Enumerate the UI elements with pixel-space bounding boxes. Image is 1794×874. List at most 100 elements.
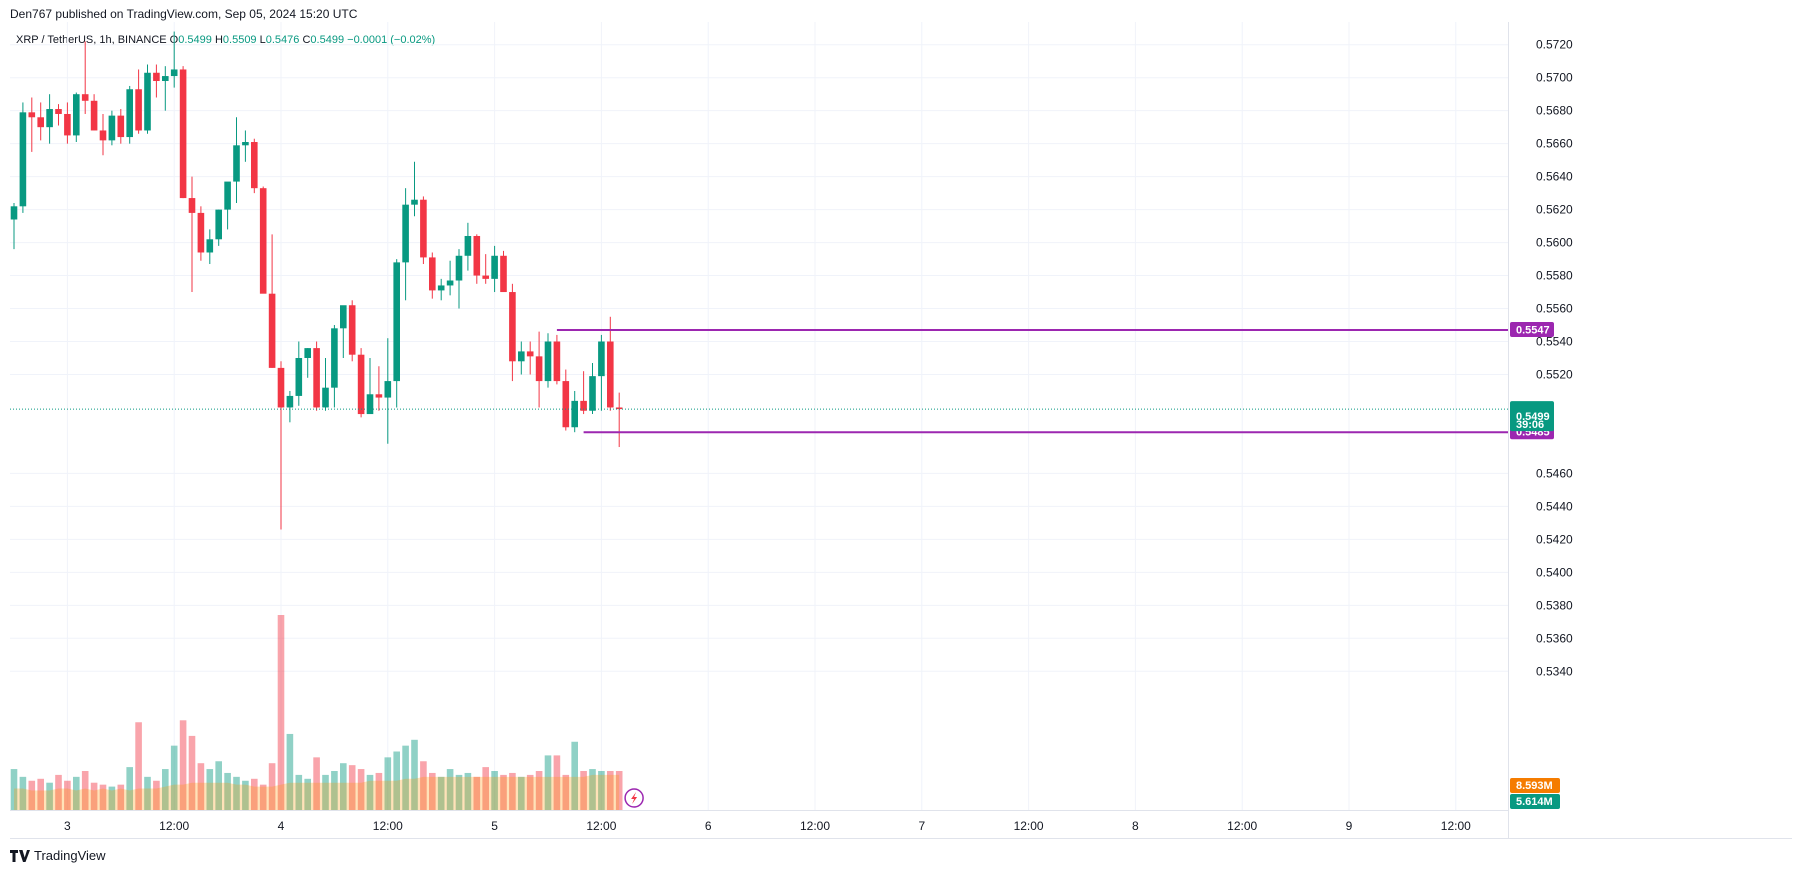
volume-bar	[188, 735, 196, 810]
candle-body	[37, 117, 44, 128]
candle-body	[64, 113, 71, 136]
volume-bar	[553, 755, 561, 810]
volume-bar	[580, 771, 587, 810]
candle-body	[277, 367, 285, 408]
volume-label: 5.614M	[1516, 796, 1553, 808]
horizontal-levels[interactable]	[10, 328, 1508, 434]
x-tick-label: 12:00	[586, 819, 616, 833]
volume-bar	[437, 776, 445, 810]
volume-bar	[562, 774, 570, 810]
last-price-tag: 0.5499	[1516, 411, 1550, 423]
x-tick-label: 9	[1346, 819, 1353, 833]
volume-bar	[331, 771, 338, 810]
candle-body	[366, 394, 374, 415]
candle-body	[28, 112, 36, 118]
last-price-tag-bg	[1510, 401, 1554, 432]
candle-body	[464, 235, 472, 256]
volume-bar	[366, 774, 374, 810]
candle-body	[197, 212, 205, 253]
y-tick-label: 0.5520	[1536, 367, 1573, 381]
volume-bar	[455, 774, 463, 810]
x-tick-label: 8	[1132, 819, 1139, 833]
candle-body	[295, 358, 303, 396]
volume-bar	[535, 771, 543, 810]
x-tick-label: 12:00	[373, 819, 403, 833]
lightning-bolt-icon	[631, 792, 638, 804]
volume-bar	[402, 745, 409, 810]
volume-bar	[500, 774, 507, 810]
y-tick-label: 0.5560	[1536, 302, 1573, 316]
candle-body	[491, 255, 498, 279]
candle-body	[429, 257, 436, 291]
volume-bar	[73, 776, 80, 810]
y-tick-label: 0.5640	[1536, 170, 1573, 184]
volume-bar	[340, 763, 347, 810]
candle-body	[286, 395, 294, 408]
candle-body	[99, 130, 107, 141]
volume-bar	[509, 772, 516, 810]
volume-bar	[295, 774, 303, 810]
axes: 0.5720 0.5700 0.5680 0.5660 0.5640 0.5620 0.56…	[64, 38, 1573, 833]
y-tick-label: 0.5540	[1536, 335, 1573, 349]
volume-bar	[179, 720, 187, 810]
y-tick-label: 0.5340	[1536, 664, 1573, 678]
volume-bar	[55, 774, 62, 810]
candle-body	[615, 407, 623, 410]
candle-body	[473, 235, 481, 276]
candle-body	[580, 400, 587, 411]
tradingview-logo-icon	[10, 849, 30, 862]
open-value: 0.5499	[178, 34, 212, 46]
y-tick-label: 0.5580	[1536, 269, 1573, 283]
volume-label-bg	[1510, 778, 1560, 793]
volume-bar	[90, 782, 98, 810]
volume-bar	[64, 780, 71, 810]
volume-bar	[251, 778, 258, 810]
volume-bar	[162, 769, 169, 810]
volume-bar	[233, 776, 240, 810]
candle-body	[179, 69, 187, 199]
candle-body	[215, 209, 222, 240]
candle-body	[535, 356, 543, 382]
y-tick-label: 0.5420	[1536, 532, 1573, 546]
volume-bar	[99, 784, 107, 810]
volume-bar	[357, 769, 365, 810]
candle-body	[55, 109, 62, 114]
candle-body	[251, 142, 258, 189]
candle-body	[162, 76, 169, 82]
candle-body	[73, 94, 80, 136]
volume-bar	[19, 776, 27, 810]
candle-body	[553, 341, 561, 382]
candle-body	[242, 142, 249, 146]
x-tick-label: 7	[918, 819, 925, 833]
volume-bar	[215, 761, 222, 810]
volume-bar	[197, 763, 205, 810]
volume-bar	[518, 776, 525, 810]
candle-body	[500, 255, 507, 293]
candle-body	[90, 100, 98, 131]
volume-bar	[393, 751, 400, 810]
publisher-name[interactable]: Den767	[10, 7, 53, 21]
symbol-title[interactable]: XRP / TetherUS, 1h, BINANCE	[16, 34, 167, 46]
candle-body	[411, 199, 418, 205]
x-tick-label: 12:00	[159, 819, 189, 833]
volume-bar	[313, 757, 320, 810]
y-tick-label: 0.5400	[1536, 565, 1573, 579]
x-tick-label: 3	[64, 819, 71, 833]
y-tick-label: 0.5620	[1536, 203, 1573, 217]
volume-bar	[286, 733, 294, 810]
low-value: 0.5476	[265, 34, 300, 46]
y-tick-label: 0.5720	[1536, 38, 1573, 52]
candle-body	[81, 94, 89, 101]
volume-bar	[135, 722, 142, 810]
x-tick-label: 12:00	[800, 819, 830, 833]
volume-bar	[153, 780, 160, 810]
volume-bar	[348, 765, 356, 810]
candle-body	[224, 181, 231, 210]
candle-body	[526, 351, 534, 357]
tradingview-brand[interactable]: TradingView	[10, 848, 106, 863]
close-value: 0.5499	[310, 34, 345, 46]
candle-body	[340, 305, 347, 329]
volume-bar	[304, 778, 311, 810]
y-tick-label: 0.5380	[1536, 598, 1573, 612]
